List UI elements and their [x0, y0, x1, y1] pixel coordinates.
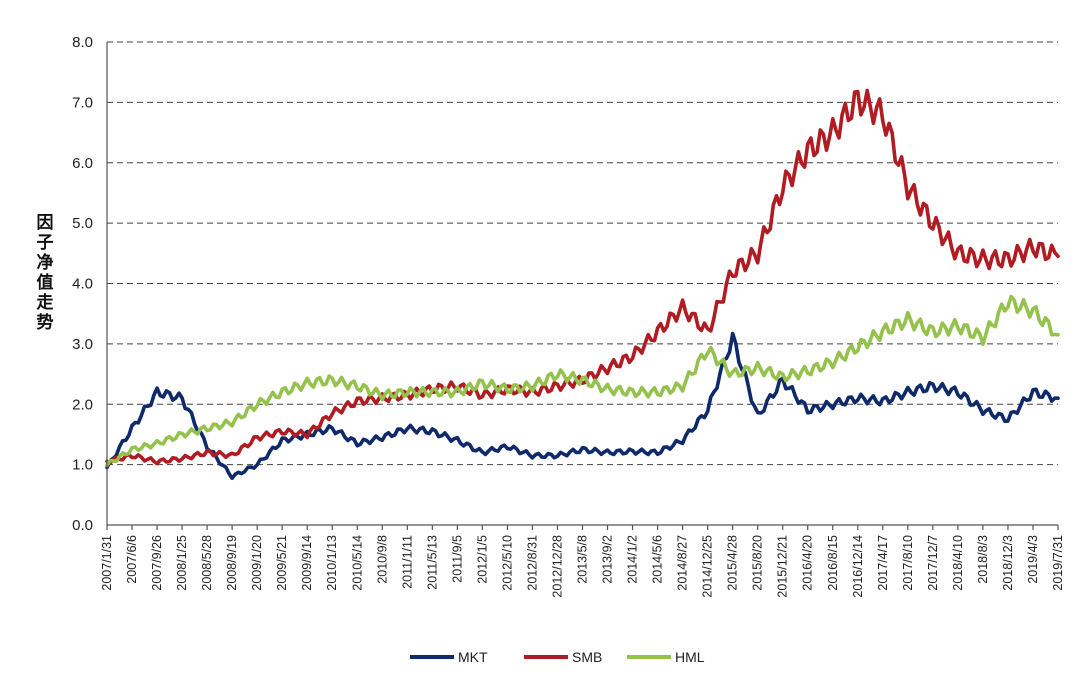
y-tick-label: 7.0	[72, 94, 93, 111]
y-axis-label-char: 子	[37, 233, 54, 252]
y-axis-label: 因子净值走势	[37, 213, 54, 332]
y-tick-label: 1.0	[72, 457, 93, 474]
x-tick-label: 2018/8/3	[976, 535, 990, 584]
y-tick-label: 8.0	[72, 34, 93, 51]
axis-layer	[106, 42, 1059, 530]
x-tick-label: 2009/5/21	[275, 535, 289, 591]
y-tick-label: 6.0	[72, 155, 93, 172]
x-tick-label: 2012/8/31	[525, 535, 539, 591]
x-tick-label: 2007/1/31	[100, 535, 114, 591]
x-tick-label: 2016/4/20	[801, 535, 815, 591]
series-line-mkt	[105, 331, 1060, 480]
x-tick-label: 2010/1/13	[325, 535, 339, 591]
y-tick-label: 0.0	[72, 517, 93, 534]
x-tick-label: 2011/5/13	[425, 535, 439, 590]
x-tick-labels: 2007/1/31 2007/6/6 2007/9/26 2008/1/25 2008/…	[100, 535, 1065, 598]
x-tick-label: 2014/8/27	[676, 535, 690, 591]
x-tick-label: 2008/5/28	[200, 535, 214, 591]
x-tick-label: 2012/1/5	[475, 535, 489, 584]
x-tick-label: 2013/9/2	[601, 535, 615, 584]
x-tick-label: 2015/12/21	[776, 535, 790, 598]
legend: MKT SMB HML	[410, 649, 705, 665]
x-tick-label: 2014/5/6	[651, 535, 665, 584]
x-tick-label: 2010/5/14	[350, 535, 364, 591]
x-tick-label: 2014/12/25	[701, 535, 715, 598]
x-tick-label: 2019/4/3	[1026, 535, 1040, 584]
x-tick-label: 2009/9/14	[300, 535, 314, 591]
x-tick-label: 2013/5/8	[576, 535, 590, 584]
x-tick-label: 2007/9/26	[150, 535, 164, 591]
legend-label-hml: HML	[675, 649, 705, 665]
x-tick-label: 2008/9/19	[225, 535, 239, 591]
x-tick-label: 2016/12/14	[851, 535, 865, 598]
x-tick-label: 2010/9/8	[375, 535, 389, 584]
x-tick-label: 2009/1/20	[250, 535, 264, 591]
x-tick-label: 2011/1/11	[400, 535, 414, 589]
x-tick-label: 2008/1/25	[175, 535, 189, 591]
x-tick-label: 2018/4/10	[951, 535, 965, 591]
legend-label-mkt: MKT	[458, 649, 488, 665]
x-tick-label: 2007/6/6	[125, 535, 139, 584]
y-tick-label: 2.0	[72, 396, 93, 413]
x-tick-label: 2012/12/28	[550, 535, 564, 598]
x-tick-label: 2018/12/3	[1001, 535, 1015, 591]
series-line-hml	[105, 294, 1060, 467]
y-tick-labels: 0.0 1.0 2.0 3.0 4.0 5.0 6.0 7.0 8.0	[72, 34, 93, 534]
x-tick-label: 2014/1/2	[626, 535, 640, 584]
x-tick-label: 2015/4/28	[726, 535, 740, 591]
x-tick-label: 2015/8/20	[751, 535, 765, 591]
x-tick-label: 2017/8/10	[901, 535, 915, 591]
y-axis-label-char: 走	[37, 292, 54, 312]
x-tick-label: 2019/7/31	[1051, 535, 1065, 591]
y-axis-label-char: 值	[37, 272, 54, 292]
y-axis-label-char: 净	[37, 252, 54, 272]
y-axis-label-char: 因	[37, 213, 54, 232]
x-tick-label: 2017/4/17	[876, 535, 890, 591]
series-line-smb	[105, 88, 1060, 466]
y-tick-label: 5.0	[72, 215, 93, 232]
series-layer	[105, 88, 1060, 480]
x-tick-label: 2017/12/7	[926, 535, 940, 591]
y-tick-label: 3.0	[72, 336, 93, 353]
legend-label-smb: SMB	[572, 649, 602, 665]
x-tick-label: 2016/8/15	[826, 535, 840, 591]
x-tick-label: 2012/5/10	[500, 535, 514, 591]
x-tick-label: 2011/9/5	[450, 535, 464, 583]
grid-layer	[107, 41, 1058, 466]
y-tick-label: 4.0	[72, 276, 93, 293]
y-axis-label-char: 势	[37, 312, 54, 332]
